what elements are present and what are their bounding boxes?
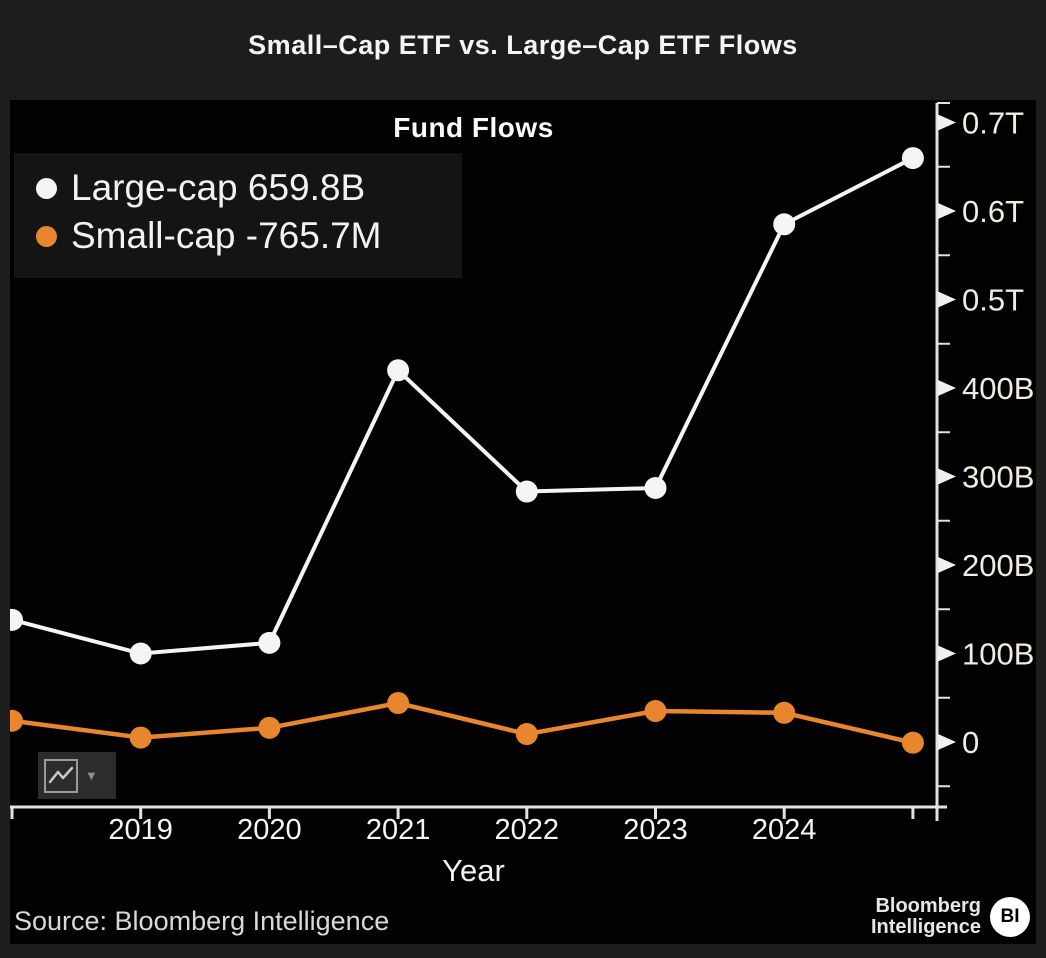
x-axis-title: Year [442,853,505,888]
data-point-small-cap-2020 [258,716,281,739]
y-axis-tick-label: 300B [962,460,1034,495]
y-axis-arrow-tick [938,114,956,131]
y-axis-tick-label: 0 [962,725,979,760]
line-chart-icon [44,758,78,793]
data-point-small-cap-2025 [901,731,924,754]
legend-item-small-cap: Small-cap -765.7M [28,212,448,260]
data-point-large-cap-2023 [644,477,667,500]
legend-label-large-cap: Large-cap 659.8B [71,167,366,208]
x-axis-label: 2024 [751,814,817,846]
y-axis-arrow-tick [938,734,956,750]
line-chart: 0 100B 200B 300B 400B 0.5T 0.6T 0.7T [10,102,1034,821]
data-point-large-cap-2018 [10,608,23,631]
chart-type-button[interactable]: ▼ [38,752,116,799]
y-axis-tick-label: 0.7T [962,106,1024,141]
data-point-small-cap-2021 [387,692,410,715]
y-axis-arrow-tick [938,380,956,396]
data-point-small-cap-2019 [129,726,152,749]
legend-label-small-cap: Small-cap -765.7M [71,215,382,256]
chevron-down-icon: ▼ [85,768,98,783]
bloomberg-intelligence-logo: Bloomberg Intelligence BI [870,895,1030,939]
bi-badge-text: BI [1000,906,1020,928]
series-line-large-cap [10,156,915,656]
y-axis-arrow-tick [938,557,956,573]
data-point-large-cap-2020 [258,631,281,654]
legend-marker-small-cap [36,225,57,247]
legend-item-large-cap: Large-cap 659.8B [28,164,448,212]
data-point-large-cap-2025 [901,147,924,170]
data-point-large-cap-2021 [387,359,410,382]
legend-marker-large-cap [36,177,57,199]
y-axis-tick-label: 200B [962,548,1034,583]
y-axis-arrow-tick [938,468,956,485]
y-axis-arrow-tick [938,291,956,308]
y-axis-tick-label: 400B [962,371,1034,406]
y-axis-arrow-tick [938,203,956,219]
x-axis-label: 2020 [237,814,302,846]
logo-text: Bloomberg Intelligence [870,895,981,939]
source-note: Source: Bloomberg Intelligence [14,906,390,936]
data-point-small-cap-2023 [644,700,667,723]
page-title: Small–Cap ETF vs. Large–Cap ETF Flows [248,29,798,60]
data-point-large-cap-2019 [129,642,152,665]
data-point-small-cap-2022 [515,723,538,746]
logo-text-bloomberg: Bloomberg [875,895,981,917]
y-axis-tick-label: 100B [962,637,1034,672]
x-axis-label: 2019 [108,814,173,846]
chart-panel: 0 100B 200B 300B 400B 0.5T 0.6T 0.7T Fund Flows… [10,100,1036,944]
x-axis-label: 2022 [494,814,560,846]
x-axis-label: 2023 [623,814,688,846]
data-point-small-cap-2024 [773,701,796,724]
y-axis-tick-label: 0.6T [962,194,1024,229]
y-axis-tick-label: 0.5T [962,283,1024,318]
data-point-large-cap-2024 [773,213,796,236]
data-point-small-cap-2018 [10,709,23,732]
logo-text-intelligence: Intelligence [870,916,981,939]
data-point-large-cap-2022 [515,480,538,503]
x-axis-label: 2021 [365,814,431,846]
x-axis-labels: 2019 2020 2021 2022 2023 2024 [10,814,1036,848]
legend: Large-cap 659.8B Small-cap -765.7M [14,153,462,278]
y-axis-arrow-tick [938,645,956,662]
chart-title: Fund Flows [393,112,554,143]
series-line-small-cap [10,700,916,745]
bi-badge: BI [990,897,1030,938]
